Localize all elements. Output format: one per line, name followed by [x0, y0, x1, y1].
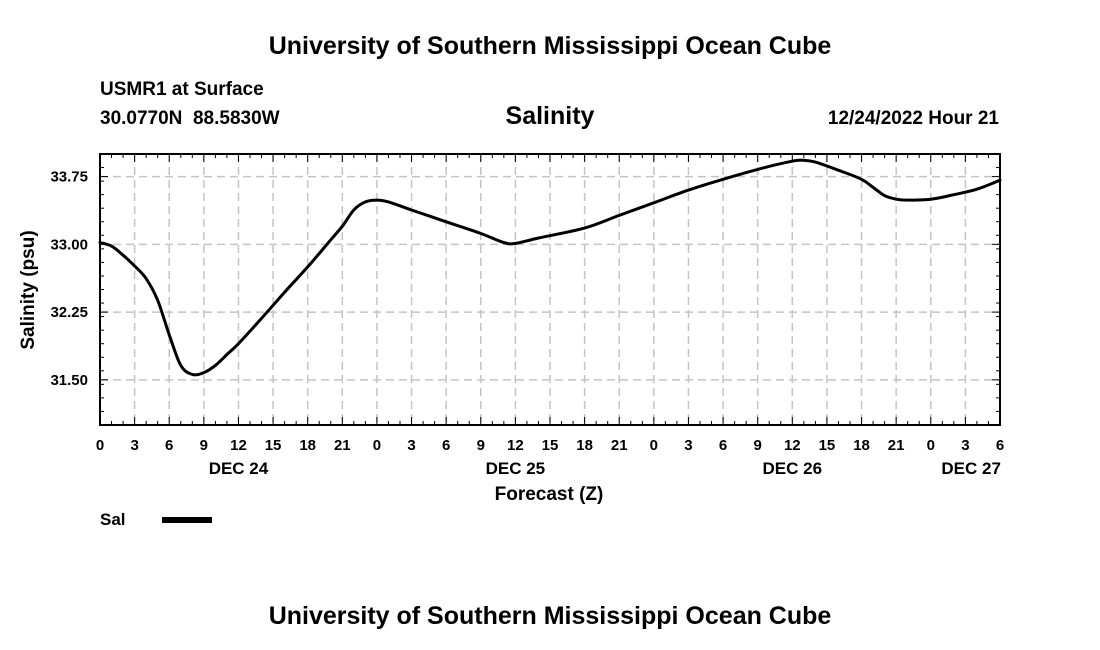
legend-label-sal: Sal	[100, 510, 126, 529]
x-tick-label: 3	[684, 437, 692, 454]
x-day-label: DEC 27	[941, 459, 1001, 478]
x-axis-title: Forecast (Z)	[495, 484, 604, 505]
x-tick-label: 6	[442, 437, 450, 454]
plot-frame	[99, 153, 1001, 426]
x-tick-label: 3	[961, 437, 969, 454]
x-tick-label: 0	[373, 437, 381, 454]
x-tick-label: 6	[996, 437, 1004, 454]
x-tick-label: 15	[265, 437, 282, 454]
chart-main-title: University of Southern Mississippi Ocean…	[269, 32, 832, 60]
y-tick-label: 31.50	[50, 372, 88, 389]
x-tick-label: 18	[576, 437, 593, 454]
axis-labels: 0 3 6 9 12 15 18 21 0 3 6 9 12 15 18 21 0 3 6 9 12 15 18 21 0 3 6 D…	[50, 169, 1004, 478]
x-tick-label: 3	[407, 437, 415, 454]
x-tick-label: 12	[230, 437, 247, 454]
x-tick-label: 0	[650, 437, 658, 454]
forecast-timestamp: 12/24/2022 Hour 21	[828, 108, 1000, 129]
x-day-label: DEC 24	[209, 459, 269, 478]
y-tick-label: 33.00	[50, 236, 88, 253]
x-tick-label: 0	[927, 437, 935, 454]
y-tick-label: 32.25	[50, 304, 88, 321]
x-tick-label: 21	[334, 437, 351, 454]
x-tick-label: 0	[96, 437, 104, 454]
x-tick-label: 6	[719, 437, 727, 454]
x-tick-label: 18	[299, 437, 316, 454]
legend-swatch-sal	[162, 517, 212, 523]
legend: Sal	[100, 510, 212, 529]
y-tick-label: 33.75	[50, 169, 88, 186]
series-line-sal	[98, 158, 1002, 377]
x-tick-label: 9	[477, 437, 485, 454]
x-tick-label: 9	[754, 437, 762, 454]
x-day-label: DEC 26	[763, 459, 823, 478]
x-tick-label: 21	[611, 437, 628, 454]
station-coords: 30.0770N 88.5830W	[100, 108, 280, 129]
station-label: USMR1 at Surface	[100, 79, 264, 100]
variable-title: Salinity	[506, 102, 595, 130]
y-axis-title: Salinity (psu)	[18, 230, 39, 349]
x-tick-label: 21	[888, 437, 905, 454]
series-layer	[98, 158, 1002, 377]
x-tick-label: 15	[542, 437, 559, 454]
x-day-label: DEC 25	[486, 459, 546, 478]
x-tick-label: 15	[819, 437, 836, 454]
x-tick-label: 12	[784, 437, 801, 454]
footer-title: University of Southern Mississippi Ocean…	[269, 602, 832, 630]
x-tick-label: 12	[507, 437, 524, 454]
x-tick-label: 9	[200, 437, 208, 454]
x-tick-label: 18	[853, 437, 870, 454]
x-tick-label: 6	[165, 437, 173, 454]
x-tick-label: 3	[130, 437, 138, 454]
grid-lines	[100, 154, 1000, 425]
